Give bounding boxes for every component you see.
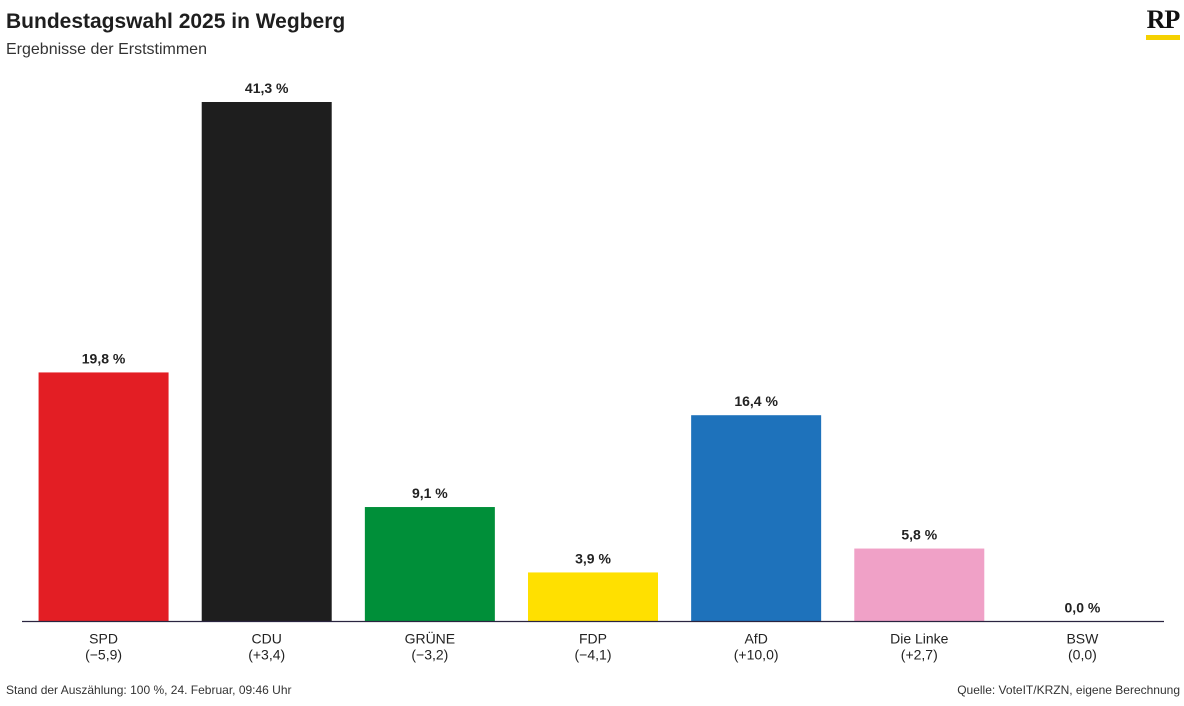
- change-label: (+10,0): [734, 647, 779, 663]
- change-label: (−4,1): [575, 647, 612, 663]
- category-label: CDU: [252, 631, 282, 647]
- data-label: 41,3 %: [245, 80, 289, 96]
- source-note: Quelle: VoteIT/KRZN, eigene Berechnung: [957, 683, 1180, 697]
- change-label: (+2,7): [901, 647, 938, 663]
- bar: [364, 507, 495, 622]
- data-label: 3,9 %: [575, 550, 611, 566]
- data-label: 16,4 %: [734, 393, 778, 409]
- data-label: 19,8 %: [82, 350, 126, 366]
- bar: [201, 102, 332, 622]
- logo-accent-bar: [1146, 35, 1180, 40]
- count-status: Stand der Auszählung: 100 %, 24. Februar…: [6, 683, 292, 697]
- change-label: (−3,2): [411, 647, 448, 663]
- category-label: SPD: [89, 631, 118, 647]
- category-label: BSW: [1066, 631, 1099, 647]
- logo-text: RP: [1146, 5, 1181, 34]
- data-label: 0,0 %: [1065, 600, 1101, 616]
- data-label: 9,1 %: [412, 485, 448, 501]
- chart-title: Bundestagswahl 2025 in Wegberg: [6, 10, 346, 33]
- category-label: Die Linke: [890, 631, 949, 647]
- category-label: FDP: [579, 631, 607, 647]
- bar: [38, 372, 169, 622]
- change-label: (+3,4): [248, 647, 285, 663]
- bar-chart: 19,8 % SPD(−5,9) 41,3 % CDU(+3,4) 9,1 % GRÜNE…: [22, 80, 1164, 663]
- bar: [528, 572, 658, 622]
- bar: [691, 415, 822, 622]
- rp-logo: RP: [1146, 6, 1180, 40]
- chart-subtitle: Ergebnisse der Erststimmen: [6, 41, 207, 58]
- data-label: 5,8 %: [901, 527, 937, 543]
- change-label: (0,0): [1068, 647, 1097, 663]
- category-label: GRÜNE: [405, 630, 456, 647]
- category-label: AfD: [744, 631, 767, 647]
- change-label: (−5,9): [85, 647, 122, 663]
- bar: [854, 548, 985, 622]
